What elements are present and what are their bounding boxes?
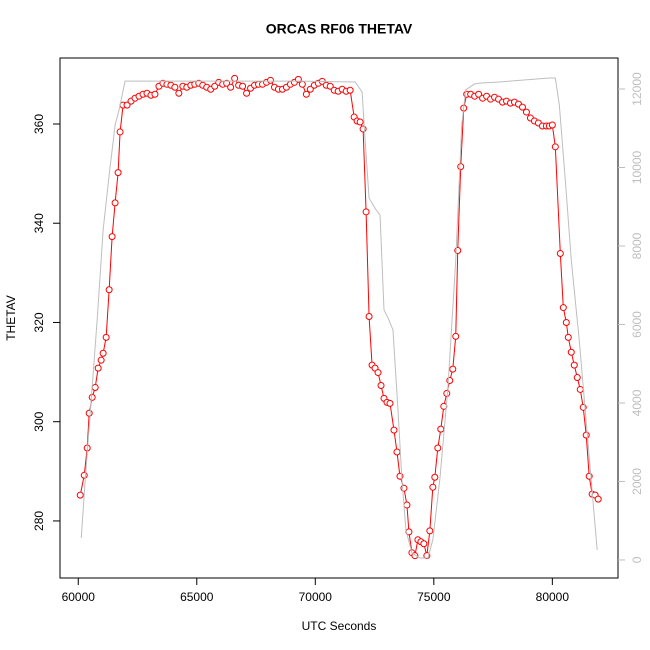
x-tick-label: 65000	[180, 590, 214, 604]
series-line	[80, 77, 598, 559]
point	[403, 501, 411, 509]
point	[243, 89, 251, 97]
y2-tick-label: 10000	[630, 150, 644, 184]
point	[362, 208, 370, 216]
y2-tick-label: 4000	[630, 389, 644, 416]
point	[298, 80, 306, 88]
point	[211, 82, 219, 90]
point	[570, 361, 578, 369]
point	[102, 333, 110, 341]
x-tick-label: 75000	[417, 590, 451, 604]
point	[374, 369, 382, 377]
x-tick-label: 60000	[62, 590, 96, 604]
x-tick-label: 70000	[299, 590, 333, 604]
point	[452, 332, 460, 340]
point	[239, 82, 247, 90]
point	[582, 431, 590, 439]
point	[446, 377, 454, 385]
point	[306, 85, 314, 93]
point	[573, 374, 581, 382]
point	[326, 82, 334, 90]
point	[94, 364, 102, 372]
point	[359, 125, 367, 133]
point	[231, 74, 239, 82]
point	[431, 473, 439, 481]
point	[390, 426, 398, 434]
point	[420, 540, 428, 548]
point	[556, 249, 564, 257]
point	[123, 101, 131, 109]
point	[457, 163, 465, 171]
point	[429, 483, 437, 491]
point	[85, 409, 93, 417]
chart-title: ORCAS RF06 THETAV	[266, 21, 413, 37]
y-axis-label: THETAV	[4, 295, 18, 341]
point	[114, 169, 122, 177]
point	[302, 90, 310, 98]
y-tick-label: 360	[32, 114, 46, 134]
point	[548, 121, 556, 129]
point	[223, 79, 231, 87]
point	[377, 381, 385, 389]
point	[151, 90, 159, 98]
point	[116, 128, 124, 136]
point	[88, 393, 96, 401]
point	[91, 383, 99, 391]
point	[80, 471, 88, 479]
point	[76, 491, 84, 499]
point	[346, 86, 354, 94]
point	[434, 444, 442, 452]
y-tick-label: 280	[32, 511, 46, 531]
point	[564, 333, 572, 341]
point	[365, 313, 373, 321]
y-tick-label: 340	[32, 213, 46, 233]
point	[99, 349, 107, 357]
y-tick-label: 320	[32, 312, 46, 332]
point	[567, 348, 575, 356]
point	[111, 199, 119, 207]
point	[175, 89, 183, 97]
point	[97, 356, 105, 364]
y2-tick-label: 2000	[630, 468, 644, 495]
point	[551, 143, 559, 151]
x-axis-label: UTC Seconds	[302, 619, 377, 633]
point	[356, 118, 364, 126]
point	[562, 318, 570, 326]
point	[449, 365, 457, 373]
point	[559, 304, 567, 312]
x-tick-label: 80000	[536, 590, 570, 604]
y-tick-label: 300	[32, 411, 46, 431]
point	[426, 527, 434, 535]
point	[400, 484, 408, 492]
y2-tick-label: 0	[630, 556, 644, 563]
point	[105, 286, 113, 294]
point	[393, 448, 401, 456]
point	[266, 76, 274, 84]
point	[475, 90, 483, 98]
point	[594, 495, 602, 503]
point	[522, 108, 530, 116]
y2-tick-label: 6000	[630, 311, 644, 338]
point	[386, 399, 394, 407]
point	[576, 385, 584, 393]
point	[443, 389, 451, 397]
point	[518, 103, 526, 111]
y2-tick-label: 8000	[630, 232, 644, 259]
point	[227, 83, 235, 91]
point	[108, 233, 116, 241]
y2-tick-label: 12000	[630, 72, 644, 106]
point	[171, 83, 179, 91]
point	[437, 425, 445, 433]
